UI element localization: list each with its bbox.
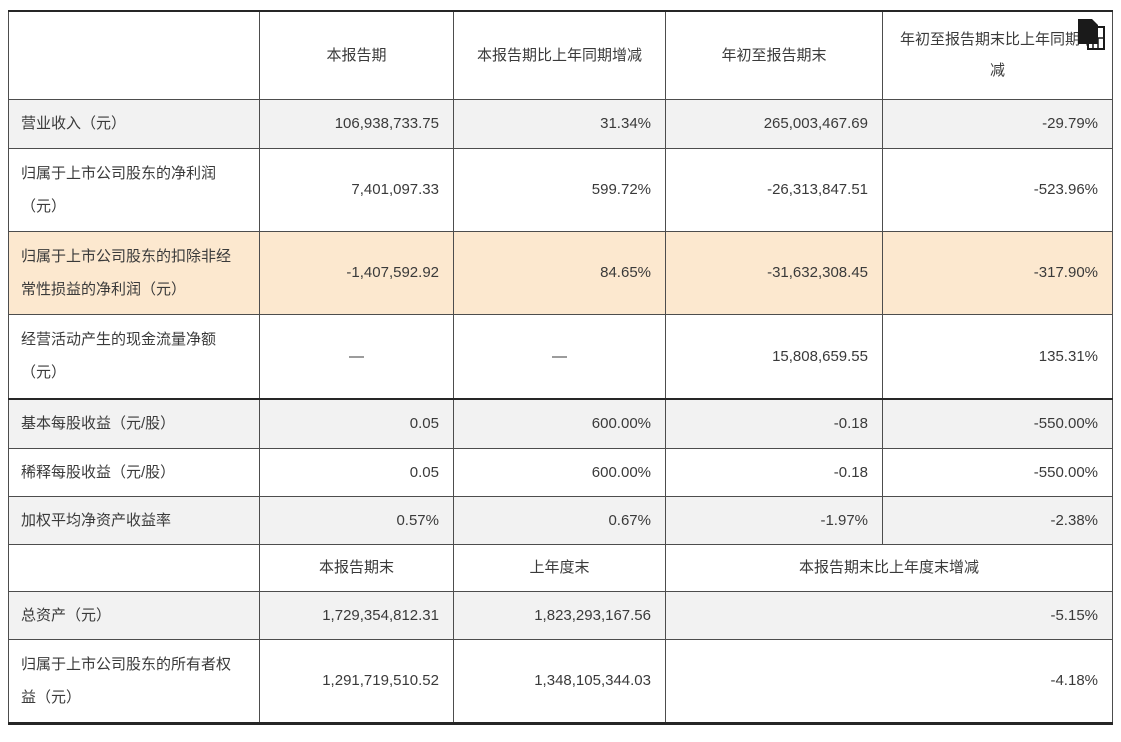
copy-icon[interactable] [1076,18,1106,52]
col-header-ytd-yoy-change: 年初至报告期末比上年同期增减 [882,10,1113,100]
cell-ytd: 265,003,467.69 [665,98,883,149]
cell-ytd-yoy-change: -550.00% [882,398,1113,449]
row-diluted-eps: 稀释每股收益（元/股） 0.05 600.00% -0.18 -550.00% [8,447,1113,497]
row-total-assets: 总资产（元） 1,729,354,812.31 1,823,293,167.56… [8,590,1113,640]
row-label: 加权平均净资产收益率 [8,495,260,545]
cell-ytd-yoy-change: -550.00% [882,447,1113,497]
corner-cell [8,10,260,100]
cell-report-period-end: 1,729,354,812.31 [259,590,454,640]
cell-period-yoy-change: 599.72% [453,147,666,232]
cell-ytd-yoy-change: -29.79% [882,98,1113,149]
col-header-current-period: 本报告期 [259,10,454,100]
row-operating-revenue: 营业收入（元） 106,938,733.75 31.34% 265,003,46… [8,98,1113,149]
row-label: 归属于上市公司股东的所有者权益（元） [8,638,260,724]
row-weighted-avg-roe: 加权平均净资产收益率 0.57% 0.67% -1.97% -2.38% [8,495,1113,545]
row-label: 总资产（元） [8,590,260,640]
header-row-period-end: 本报告期末 上年度末 本报告期末比上年度末增减 [8,543,1113,592]
cell-period-yoy-change: 0.67% [453,495,666,545]
cell-prev-year-end: 1,823,293,167.56 [453,590,666,640]
cell-current-period: 0.05 [259,447,454,497]
cell-current-period: — [259,313,454,400]
row-net-profit-excl-nonrecurring: 归属于上市公司股东的扣除非经常性损益的净利润（元） -1,407,592.92 … [8,230,1113,315]
row-label: 归属于上市公司股东的扣除非经常性损益的净利润（元） [8,230,260,315]
cell-ytd-yoy-change: 135.31% [882,313,1113,400]
cell-end-change: -5.15% [665,590,1113,640]
cell-period-yoy-change: — [453,313,666,400]
cell-period-yoy-change: 84.65% [453,230,666,315]
row-label: 经营活动产生的现金流量净额（元） [8,313,260,400]
cell-ytd: -0.18 [665,447,883,497]
row-label: 营业收入（元） [8,98,260,149]
cell-ytd-yoy-change: -523.96% [882,147,1113,232]
col-header-ytd: 年初至报告期末 [665,10,883,100]
cell-ytd: -0.18 [665,398,883,449]
financial-summary-table: 本报告期 本报告期比上年同期增减 年初至报告期末 年初至报告期末比上年同期增减 … [8,10,1113,725]
row-operating-cash-flow: 经营活动产生的现金流量净额（元） — — 15,808,659.55 135.3… [8,313,1113,400]
row-label: 基本每股收益（元/股） [8,398,260,449]
row-label: 稀释每股收益（元/股） [8,447,260,497]
cell-period-yoy-change: 31.34% [453,98,666,149]
cell-current-period: 7,401,097.33 [259,147,454,232]
cell-period-yoy-change: 600.00% [453,398,666,449]
cell-period-yoy-change: 600.00% [453,447,666,497]
col-header-report-period-end: 本报告期末 [259,543,454,592]
row-basic-eps: 基本每股收益（元/股） 0.05 600.00% -0.18 -550.00% [8,398,1113,449]
col-header-period-yoy-change: 本报告期比上年同期增减 [453,10,666,100]
col-header-prev-year-end: 上年度末 [453,543,666,592]
row-net-profit: 归属于上市公司股东的净利润（元） 7,401,097.33 599.72% -2… [8,147,1113,232]
col-header-end-vs-prev-year-change: 本报告期末比上年度末增减 [665,543,1113,592]
header-row-periods: 本报告期 本报告期比上年同期增减 年初至报告期末 年初至报告期末比上年同期增减 [8,10,1113,100]
cell-current-period: 106,938,733.75 [259,98,454,149]
cell-report-period-end: 1,291,719,510.52 [259,638,454,724]
cell-ytd: -31,632,308.45 [665,230,883,315]
cell-ytd: -1.97% [665,495,883,545]
cell-current-period: 0.05 [259,398,454,449]
cell-prev-year-end: 1,348,105,344.03 [453,638,666,724]
cell-ytd: -26,313,847.51 [665,147,883,232]
cell-end-change: -4.18% [665,638,1113,724]
cell-ytd-yoy-change: -317.90% [882,230,1113,315]
col-header-ytd-yoy-change-label: 年初至报告期末比上年同期增减 [899,30,1095,80]
row-label: 归属于上市公司股东的净利润（元） [8,147,260,232]
cell-current-period: -1,407,592.92 [259,230,454,315]
corner-cell-2 [8,543,260,592]
row-shareholders-equity: 归属于上市公司股东的所有者权益（元） 1,291,719,510.52 1,34… [8,638,1113,724]
cell-current-period: 0.57% [259,495,454,545]
cell-ytd-yoy-change: -2.38% [882,495,1113,545]
cell-ytd: 15,808,659.55 [665,313,883,400]
